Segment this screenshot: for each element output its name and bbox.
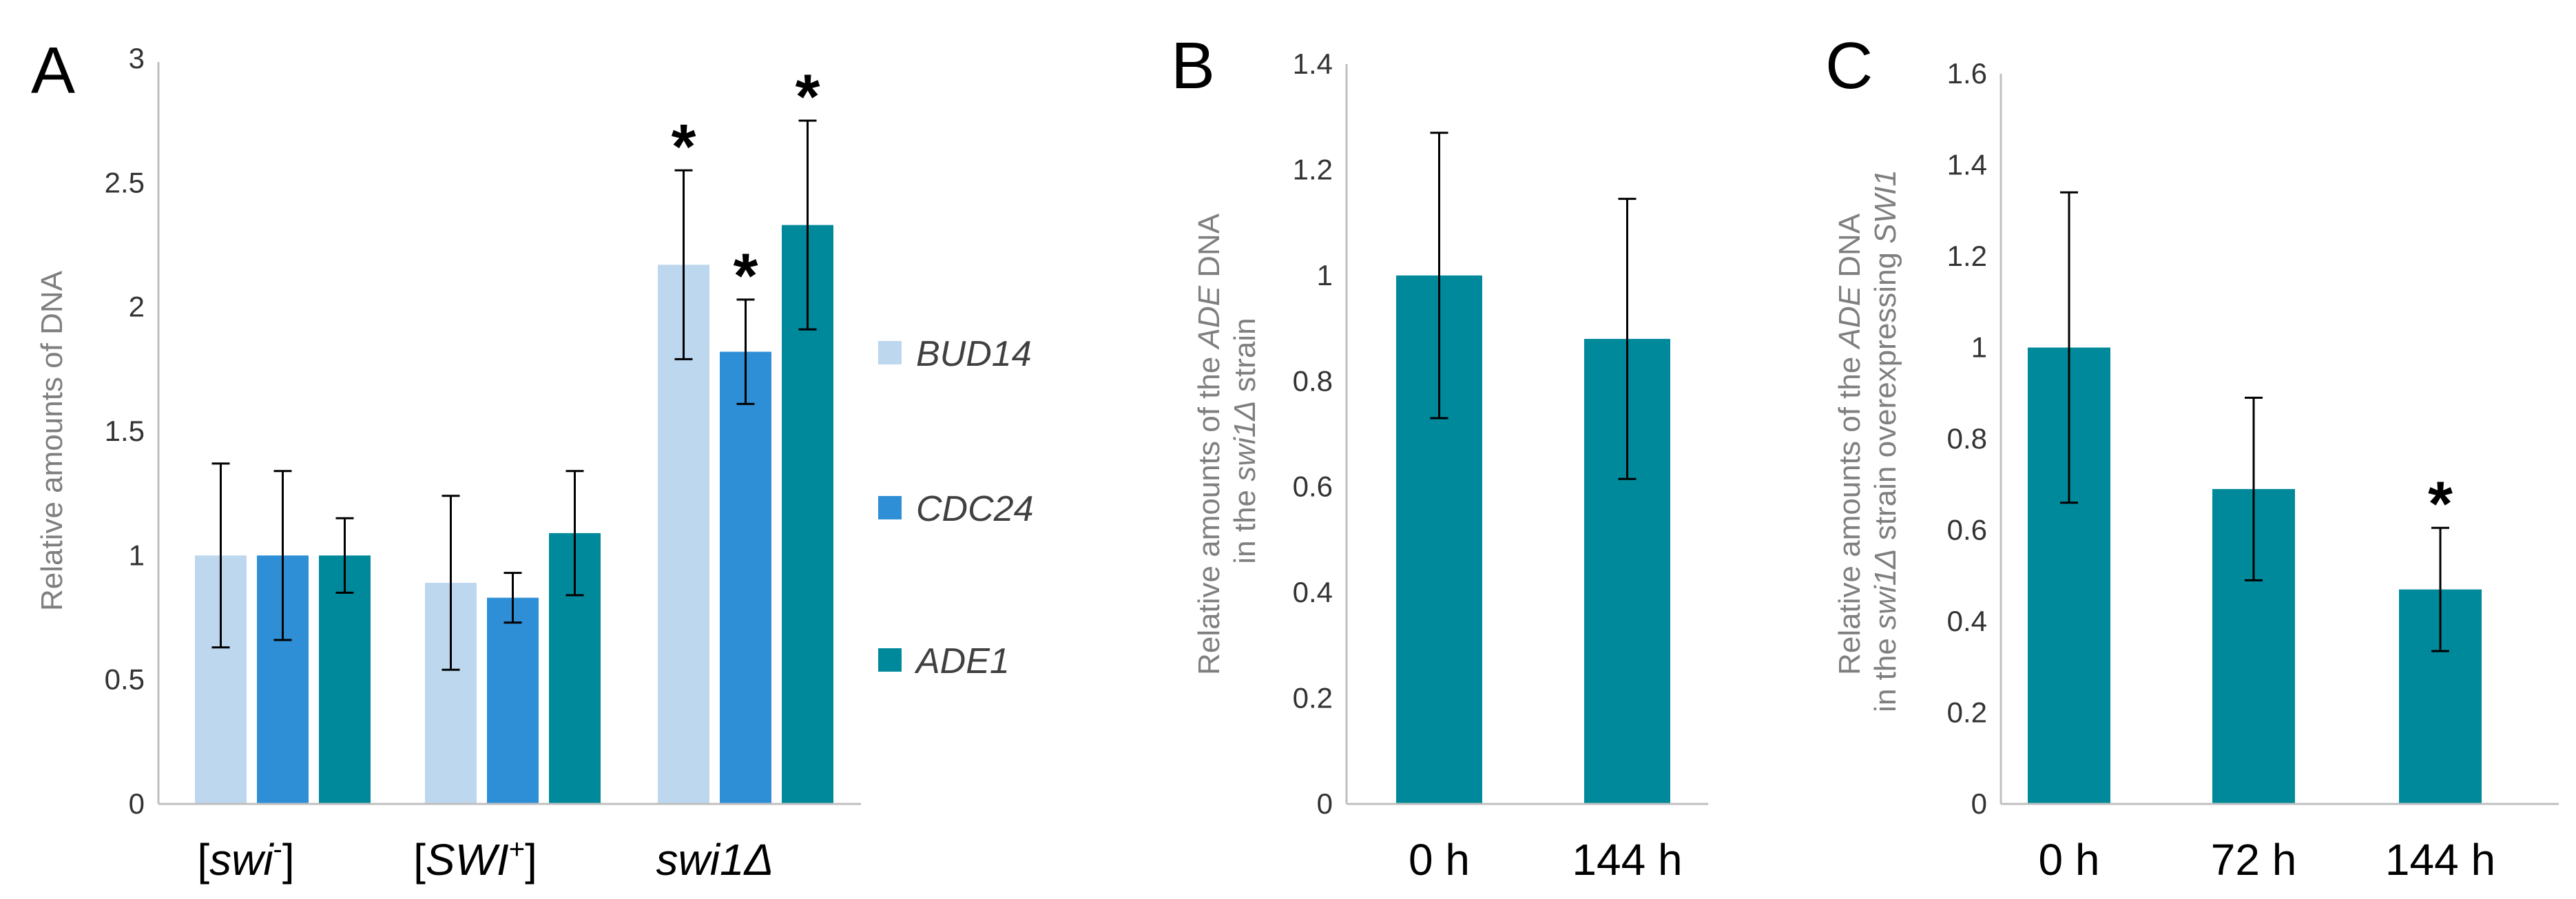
panel-b-x-axis-labels: 0 h 144 h bbox=[1409, 835, 1683, 885]
panel-c-error-bars bbox=[2060, 191, 2449, 652]
y-tick-label: 1 bbox=[1971, 331, 1987, 364]
y-tick-label: 1 bbox=[1317, 259, 1333, 291]
y-tick-label: 0.2 bbox=[1293, 682, 1333, 714]
legend-swatch-cdc24 bbox=[878, 496, 902, 519]
legend-swatch-ade1 bbox=[878, 648, 902, 672]
panel-b-y-axis-label-line-1: Relative amounts of the ADE DNA bbox=[1192, 213, 1226, 675]
panel-letter-c: C bbox=[1825, 29, 1873, 103]
y-tick-label: 1.4 bbox=[1947, 149, 1987, 181]
panel-a-error-bars bbox=[211, 119, 817, 671]
y-tick-label: 0.5 bbox=[105, 663, 145, 696]
chart-panel-b: 0 0.2 0.4 0.6 0.8 1 1.2 1.4 0 h 144 h Relative a… bbox=[1192, 48, 1708, 885]
y-tick-label: 3 bbox=[129, 42, 145, 74]
panel-c-significance: * bbox=[2428, 469, 2453, 539]
panel-c-y-axis: 0 0.2 0.4 0.6 0.8 1 1.2 1.4 1.6 bbox=[1947, 57, 1987, 820]
y-tick-label: 1.4 bbox=[1293, 48, 1333, 80]
chart-panel-a: * * * 0 0.5 1 1.5 2 2.5 3 Relative amounts of DN… bbox=[35, 42, 1034, 885]
panel-a-category-label-3: swi1Δ bbox=[656, 835, 774, 885]
bar-ade1 bbox=[319, 555, 371, 804]
error-bar bbox=[1430, 132, 1448, 420]
panel-letter-a: A bbox=[31, 34, 75, 107]
y-tick-label: 1.5 bbox=[105, 415, 145, 447]
x-category-label: 0 h bbox=[2039, 835, 2100, 885]
y-tick-label: 0 bbox=[129, 787, 145, 820]
error-bar-ade1 bbox=[798, 119, 817, 331]
y-tick-label: 0 bbox=[1971, 787, 1987, 820]
y-tick-label: 1.2 bbox=[1293, 153, 1333, 185]
error-bar-ade1 bbox=[565, 470, 584, 597]
y-tick-label: 0.6 bbox=[1947, 514, 1987, 546]
panel-c-y-axis-label-line-2: in the swi1Δ strain overexpressing SWI1 bbox=[1869, 169, 1902, 712]
panel-c-y-axis-label: Relative amounts of the ADE DNA in the s… bbox=[1833, 169, 1902, 712]
y-tick-label: 2.5 bbox=[105, 166, 145, 198]
panel-a-significance: * * * bbox=[672, 62, 820, 311]
error-bar-cdc24 bbox=[503, 572, 522, 624]
error-bar-bud14 bbox=[674, 169, 693, 360]
panel-a-category-label-1: [swi-] bbox=[197, 834, 294, 885]
significance-star: * bbox=[796, 62, 820, 132]
legend-label-bud14: BUD14 bbox=[916, 334, 1032, 374]
panel-b-y-axis-label: Relative amounts of the ADE DNA in the s… bbox=[1192, 207, 1262, 675]
significance-star: * bbox=[672, 112, 696, 182]
error-bar-bud14 bbox=[442, 495, 460, 671]
legend-swatch-bud14 bbox=[878, 341, 902, 364]
panel-a-bars bbox=[195, 225, 833, 804]
y-tick-label: 0.4 bbox=[1947, 605, 1987, 637]
panel-letter-b: B bbox=[1171, 29, 1215, 103]
error-bar-cdc24 bbox=[736, 298, 755, 405]
panel-c-y-axis-label-line-1: Relative amounts of the ADE DNA bbox=[1833, 213, 1867, 675]
panel-b-y-axis-label-line-2: in the swi1Δ strain bbox=[1228, 318, 1262, 564]
bar-cdc24 bbox=[720, 351, 771, 804]
y-tick-label: 0.2 bbox=[1947, 696, 1987, 729]
y-tick-label: 1.2 bbox=[1947, 240, 1987, 272]
error-bar-bud14 bbox=[211, 462, 230, 649]
chart-panel-c: * 0 0.2 0.4 0.6 0.8 1 1.2 1.4 1.6 0 h 72 h 144 h R… bbox=[1833, 57, 2559, 885]
bar-cdc24 bbox=[487, 597, 539, 804]
y-tick-label: 0 bbox=[1317, 787, 1333, 820]
significance-star: * bbox=[2428, 469, 2453, 539]
error-bar bbox=[2245, 396, 2263, 581]
panel-a-y-axis-label: Relative amounts of DNA bbox=[35, 270, 69, 611]
error-bar bbox=[2060, 191, 2078, 504]
panel-c-x-axis-labels: 0 h 72 h 144 h bbox=[2039, 835, 2496, 885]
y-tick-label: 1 bbox=[129, 539, 145, 571]
panel-a-legend: BUD14 CDC24 ADE1 bbox=[878, 334, 1034, 681]
error-bar bbox=[1618, 198, 1637, 480]
panel-b-bars bbox=[1396, 275, 1670, 804]
y-tick-label: 0.6 bbox=[1293, 471, 1333, 503]
x-category-label: 72 h bbox=[2211, 835, 2297, 885]
error-bar-cdc24 bbox=[273, 470, 292, 641]
y-tick-label: 0.4 bbox=[1293, 576, 1333, 608]
x-category-label: 0 h bbox=[1409, 835, 1470, 885]
error-bar-ade1 bbox=[335, 517, 354, 594]
legend-label-ade1: ADE1 bbox=[914, 641, 1010, 681]
panel-a-y-axis: 0 0.5 1 1.5 2 2.5 3 bbox=[105, 42, 145, 820]
x-category-label: 144 h bbox=[2385, 835, 2495, 885]
panel-b-y-axis: 0 0.2 0.4 0.6 0.8 1 1.2 1.4 bbox=[1293, 48, 1333, 820]
y-tick-label: 2 bbox=[129, 291, 145, 323]
significance-star: * bbox=[734, 241, 758, 311]
error-bar bbox=[2431, 526, 2449, 652]
y-tick-label: 1.6 bbox=[1947, 57, 1987, 90]
panel-b-error-bars bbox=[1430, 132, 1637, 480]
y-tick-label: 0.8 bbox=[1293, 364, 1333, 397]
y-tick-label: 0.8 bbox=[1947, 422, 1987, 455]
x-category-label: 144 h bbox=[1572, 835, 1682, 885]
legend-label-cdc24: CDC24 bbox=[916, 489, 1034, 529]
panel-a-category-label-2: [SWI+] bbox=[413, 834, 537, 885]
